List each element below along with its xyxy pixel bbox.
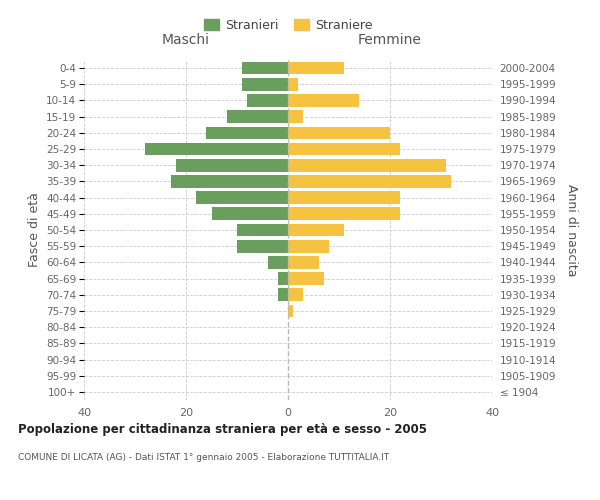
Y-axis label: Fasce di età: Fasce di età: [28, 192, 41, 268]
Bar: [242, 78, 288, 90]
Text: Maschi: Maschi: [162, 33, 210, 47]
Bar: [288, 175, 451, 188]
Text: COMUNE DI LICATA (AG) - Dati ISTAT 1° gennaio 2005 - Elaborazione TUTTITALIA.IT: COMUNE DI LICATA (AG) - Dati ISTAT 1° ge…: [18, 452, 389, 462]
Bar: [288, 288, 304, 301]
Text: Femmine: Femmine: [358, 33, 422, 47]
Legend: Stranieri, Straniere: Stranieri, Straniere: [199, 14, 377, 37]
Bar: [237, 224, 288, 236]
Bar: [278, 288, 288, 301]
Bar: [288, 110, 304, 123]
Bar: [237, 240, 288, 252]
Text: Popolazione per cittadinanza straniera per età e sesso - 2005: Popolazione per cittadinanza straniera p…: [18, 422, 427, 436]
Bar: [247, 94, 288, 107]
Bar: [288, 126, 390, 139]
Bar: [288, 256, 319, 268]
Bar: [278, 272, 288, 285]
Bar: [206, 126, 288, 139]
Bar: [288, 94, 359, 107]
Bar: [176, 159, 288, 172]
Bar: [288, 208, 400, 220]
Bar: [288, 62, 344, 74]
Bar: [288, 272, 324, 285]
Bar: [288, 192, 400, 204]
Bar: [268, 256, 288, 268]
Bar: [196, 192, 288, 204]
Bar: [242, 62, 288, 74]
Bar: [288, 240, 329, 252]
Bar: [288, 224, 344, 236]
Bar: [288, 304, 293, 318]
Bar: [212, 208, 288, 220]
Bar: [145, 142, 288, 156]
Bar: [288, 78, 298, 90]
Bar: [288, 142, 400, 156]
Bar: [288, 159, 446, 172]
Bar: [171, 175, 288, 188]
Bar: [227, 110, 288, 123]
Y-axis label: Anni di nascita: Anni di nascita: [565, 184, 578, 276]
